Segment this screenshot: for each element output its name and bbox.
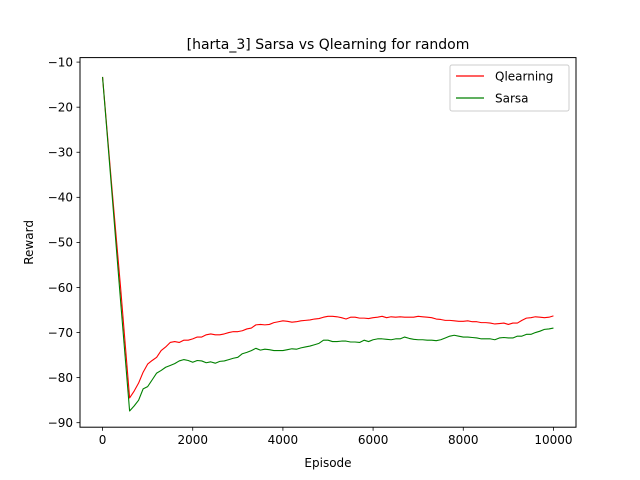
- x-tick-label: 8000: [448, 433, 479, 447]
- y-tick-label: −70: [48, 326, 73, 340]
- x-tick-label: 0: [99, 433, 107, 447]
- y-tick-label: −30: [48, 146, 73, 160]
- x-tick-label: 2000: [177, 433, 208, 447]
- y-tick-label: −10: [48, 55, 73, 69]
- x-axis-label: Episode: [304, 456, 351, 470]
- y-axis-label: Reward: [22, 220, 36, 265]
- y-tick-label: −90: [48, 416, 73, 430]
- y-tick-label: −80: [48, 371, 73, 385]
- chart-title: [harta_3] Sarsa vs Qlearning for random: [187, 37, 470, 53]
- series-layer: [102, 76, 554, 412]
- legend: Qlearning Sarsa: [449, 64, 570, 112]
- y-tick-label: −20: [48, 100, 73, 114]
- x-tick-label: 6000: [358, 433, 389, 447]
- series-line-qlearning: [102, 76, 554, 399]
- plot-area-frame: [79, 57, 577, 428]
- y-tick-label: −50: [48, 236, 73, 250]
- series-line-sarsa: [102, 76, 554, 412]
- x-tick-label: 10000: [534, 433, 572, 447]
- legend-label-sarsa: Sarsa: [495, 92, 529, 106]
- y-tick-label: −40: [48, 191, 73, 205]
- x-tick-label: 4000: [268, 433, 299, 447]
- legend-label-qlearning: Qlearning: [495, 70, 553, 84]
- ticks-layer: 0 2000 4000 6000 8000 10000 −90 −80 −70 −60 −50 −40…: [48, 55, 573, 447]
- y-tick-label: −60: [48, 281, 73, 295]
